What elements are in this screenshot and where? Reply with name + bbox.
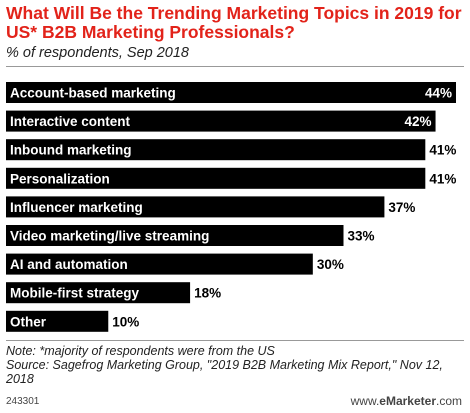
- chart-note: Note: *majority of respondents were from…: [6, 344, 464, 386]
- bar-5: [6, 225, 344, 246]
- bar-2: [6, 139, 426, 161]
- chart-id: 243301: [6, 396, 40, 407]
- source-text: Source: Sagefrog Marketing Group, "2019 …: [6, 358, 443, 386]
- bar-4: [6, 196, 385, 218]
- brand-logo: www.eMarketer.com: [351, 394, 462, 408]
- value-label-4: 37%: [388, 200, 415, 215]
- bar-3: [6, 167, 426, 189]
- top-divider: [6, 66, 464, 67]
- chart-subtitle: % of respondents, Sep 2018: [6, 45, 189, 61]
- category-label-1: Interactive content: [10, 114, 131, 129]
- bottom-divider: [6, 340, 464, 341]
- category-label-3: Personalization: [10, 171, 110, 186]
- value-label-0: 44%: [425, 86, 452, 101]
- value-label-7: 18%: [194, 286, 221, 301]
- value-label-3: 41%: [429, 171, 456, 186]
- bar-1: [6, 110, 436, 132]
- bar-8: [6, 310, 109, 332]
- value-label-1: 42%: [405, 114, 432, 129]
- value-label-2: 41%: [429, 143, 456, 158]
- category-label-0: Account-based marketing: [10, 86, 176, 101]
- category-label-4: Influencer marketing: [10, 200, 143, 215]
- bar-6: [6, 253, 313, 275]
- category-label-6: AI and automation: [10, 257, 128, 272]
- category-label-8: Other: [10, 314, 47, 329]
- value-label-6: 30%: [317, 257, 344, 272]
- bar-0: [6, 82, 456, 103]
- brand-suffix: .com: [435, 394, 462, 408]
- brand-prefix: www.: [350, 394, 380, 408]
- category-label-5: Video marketing/live streaming: [10, 229, 209, 244]
- bar-7: [6, 282, 191, 304]
- category-label-2: Inbound marketing: [10, 143, 132, 158]
- brand-name: eMarketer: [379, 394, 436, 408]
- category-label-7: Mobile-first strategy: [10, 286, 140, 301]
- value-label-8: 10%: [112, 314, 139, 329]
- value-label-5: 33%: [348, 229, 375, 244]
- footnote: Note: *majority of respondents were from…: [6, 344, 275, 358]
- chart-title: What Will Be the Trending Marketing Topi…: [6, 3, 462, 42]
- bar-chart: Account-based marketing 44% Interactive co…: [6, 82, 456, 332]
